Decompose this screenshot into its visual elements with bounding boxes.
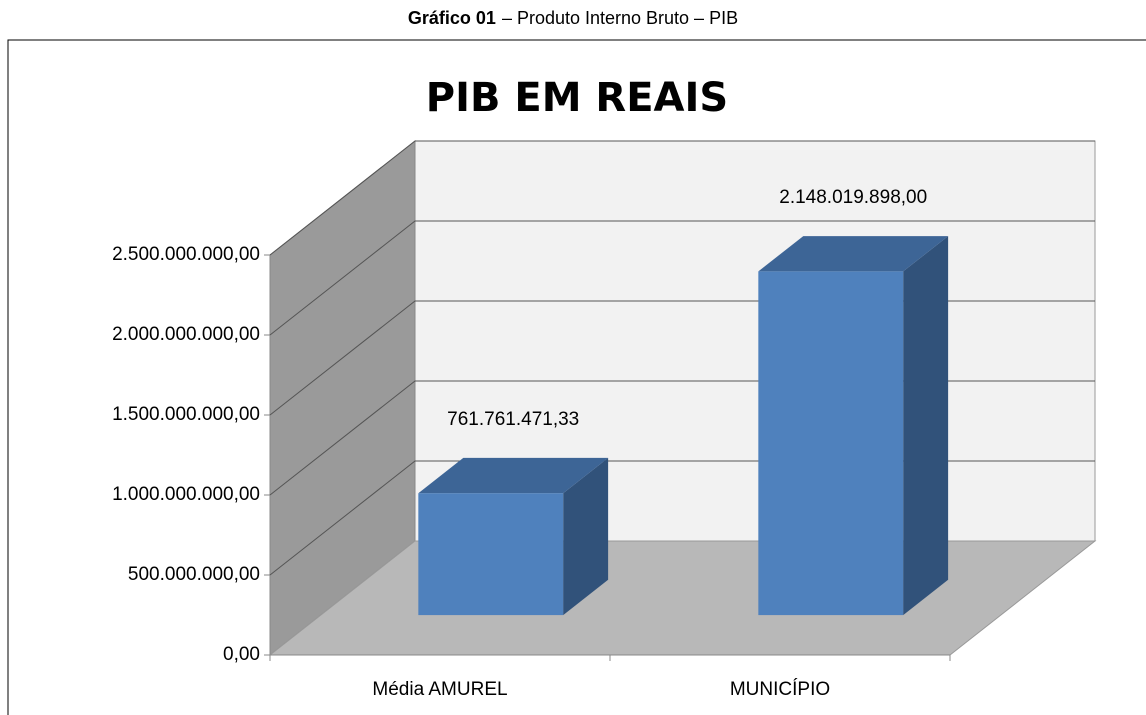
bar-top <box>418 457 609 494</box>
caption: Gráfico 01 – Produto Interno Bruto – PIB <box>408 8 738 28</box>
y-tick-label: 1.500.000.000,00 <box>112 404 260 425</box>
chart-title: PIB EM REAIS <box>426 75 728 121</box>
caption-label: Gráfico 01 <box>408 8 496 28</box>
y-tick-label: 500.000.000,00 <box>128 564 260 585</box>
caption-text: – Produto Interno Bruto – PIB <box>502 8 738 28</box>
y-tick-label: 2.000.000.000,00 <box>112 324 260 345</box>
floor <box>268 540 1097 656</box>
bar-side <box>903 236 949 616</box>
grid-line <box>269 220 1095 336</box>
grid-line <box>269 140 1095 256</box>
bar <box>758 271 904 616</box>
y-tick-label: 0,00 <box>223 644 260 665</box>
bar <box>418 493 564 616</box>
value-label: 761.761.471,33 <box>447 409 579 430</box>
bar-top <box>758 236 949 272</box>
value-label: 2.148.019.898,00 <box>779 187 927 208</box>
chart-frame <box>7 39 1146 715</box>
y-tick-label: 1.000.000.000,00 <box>112 484 260 505</box>
x-tick-label: MUNICÍPIO <box>730 679 830 700</box>
x-tick-label: Média AMUREL <box>372 679 507 700</box>
y-tick-label: 2.500.000.000,00 <box>112 244 260 265</box>
bar-side <box>563 457 609 616</box>
